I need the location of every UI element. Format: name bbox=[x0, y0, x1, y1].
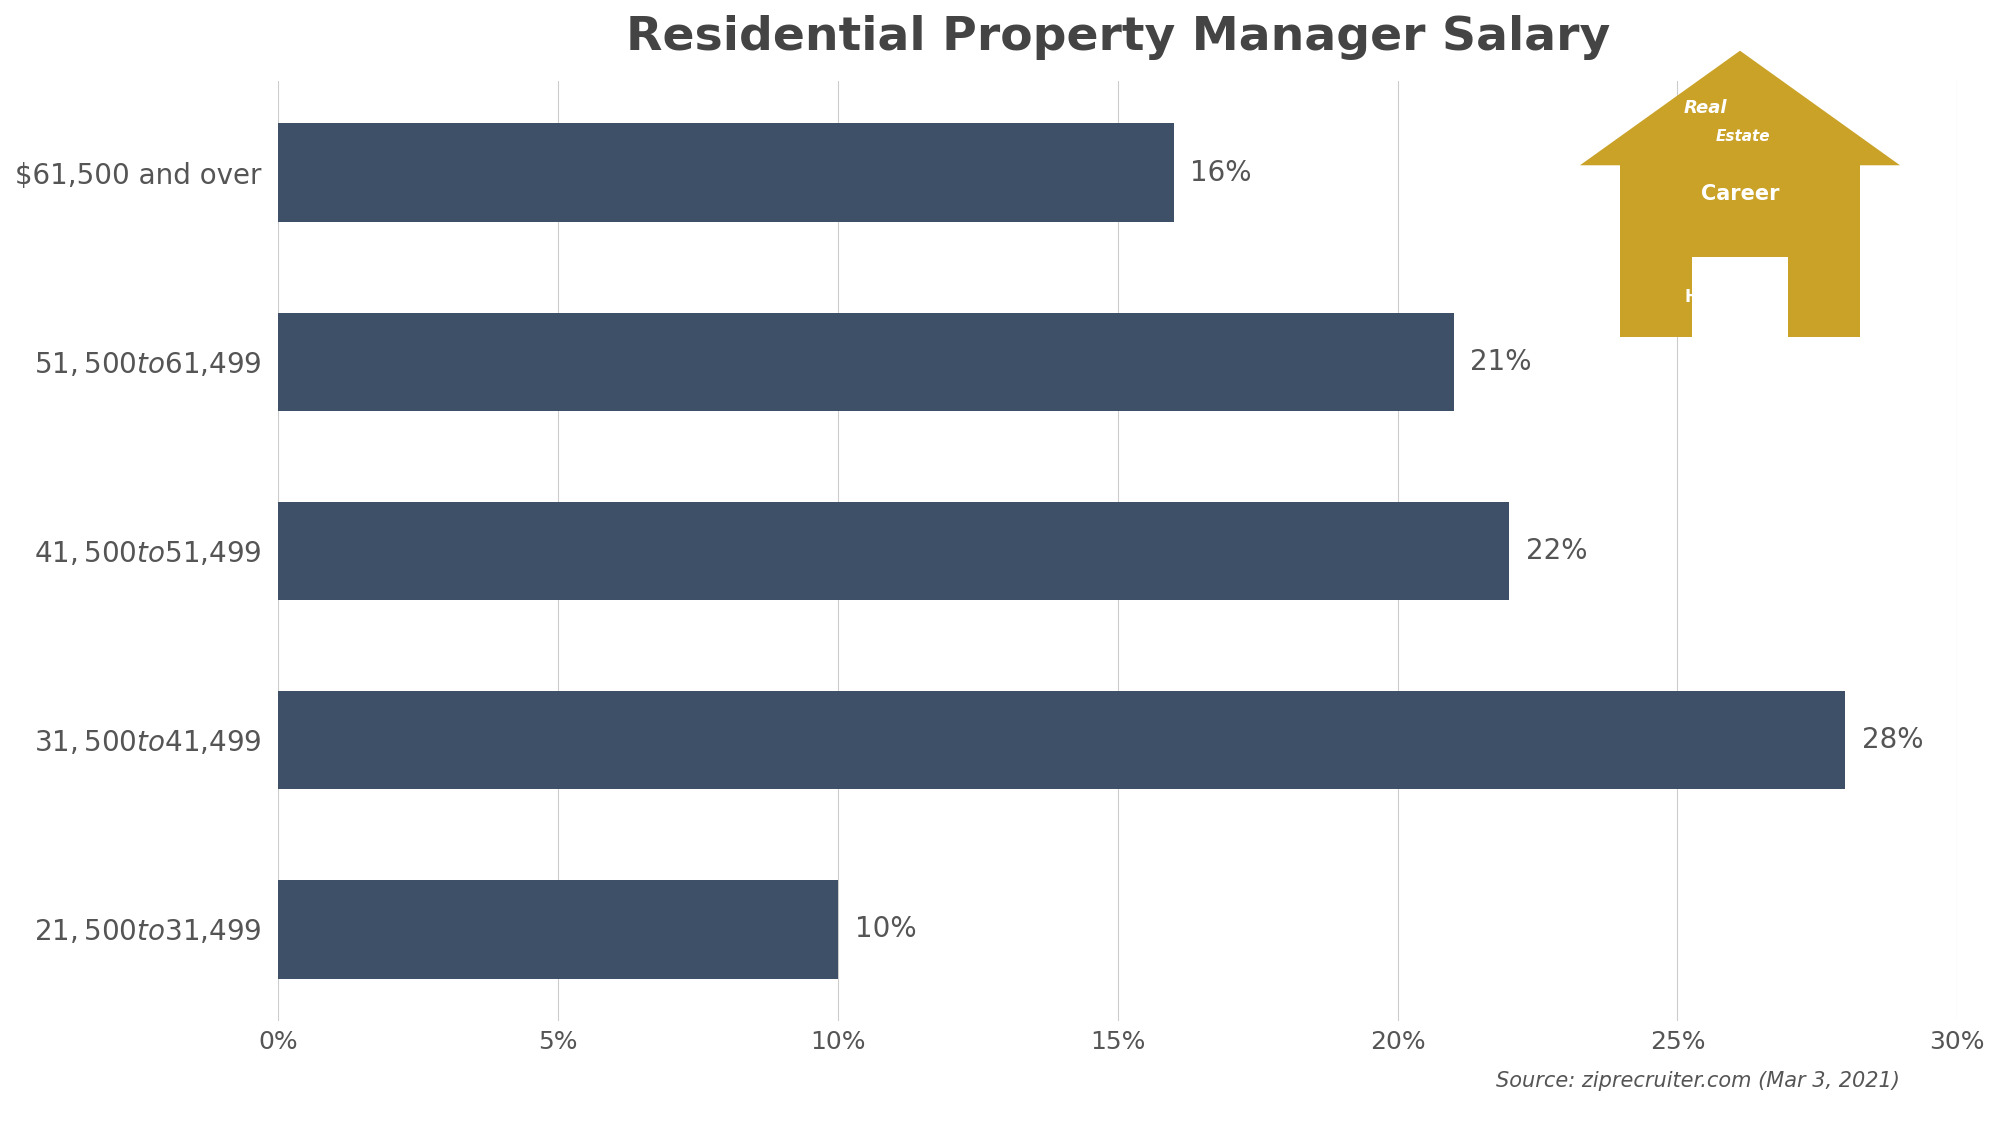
FancyBboxPatch shape bbox=[1692, 256, 1788, 338]
Polygon shape bbox=[1580, 51, 1900, 165]
Bar bbox=[278, 124, 1174, 222]
Text: 22%: 22% bbox=[1526, 537, 1588, 565]
Text: Career: Career bbox=[1700, 183, 1780, 204]
Bar bbox=[278, 313, 1454, 411]
Text: 10%: 10% bbox=[854, 916, 916, 944]
Bar bbox=[278, 502, 1510, 600]
Text: Source: ziprecruiter.com (Mar 3, 2021): Source: ziprecruiter.com (Mar 3, 2021) bbox=[1496, 1071, 1900, 1091]
Text: 28%: 28% bbox=[1862, 727, 1924, 754]
Text: HQ: HQ bbox=[1684, 288, 1712, 306]
Text: Estate: Estate bbox=[1716, 129, 1770, 144]
Title: Residential Property Manager Salary: Residential Property Manager Salary bbox=[626, 15, 1610, 60]
Text: 21%: 21% bbox=[1470, 348, 1532, 376]
Bar bbox=[278, 880, 838, 979]
Bar bbox=[278, 691, 1846, 790]
Text: Real: Real bbox=[1684, 99, 1728, 117]
FancyBboxPatch shape bbox=[1620, 165, 1860, 338]
Text: 16%: 16% bbox=[1190, 159, 1252, 187]
